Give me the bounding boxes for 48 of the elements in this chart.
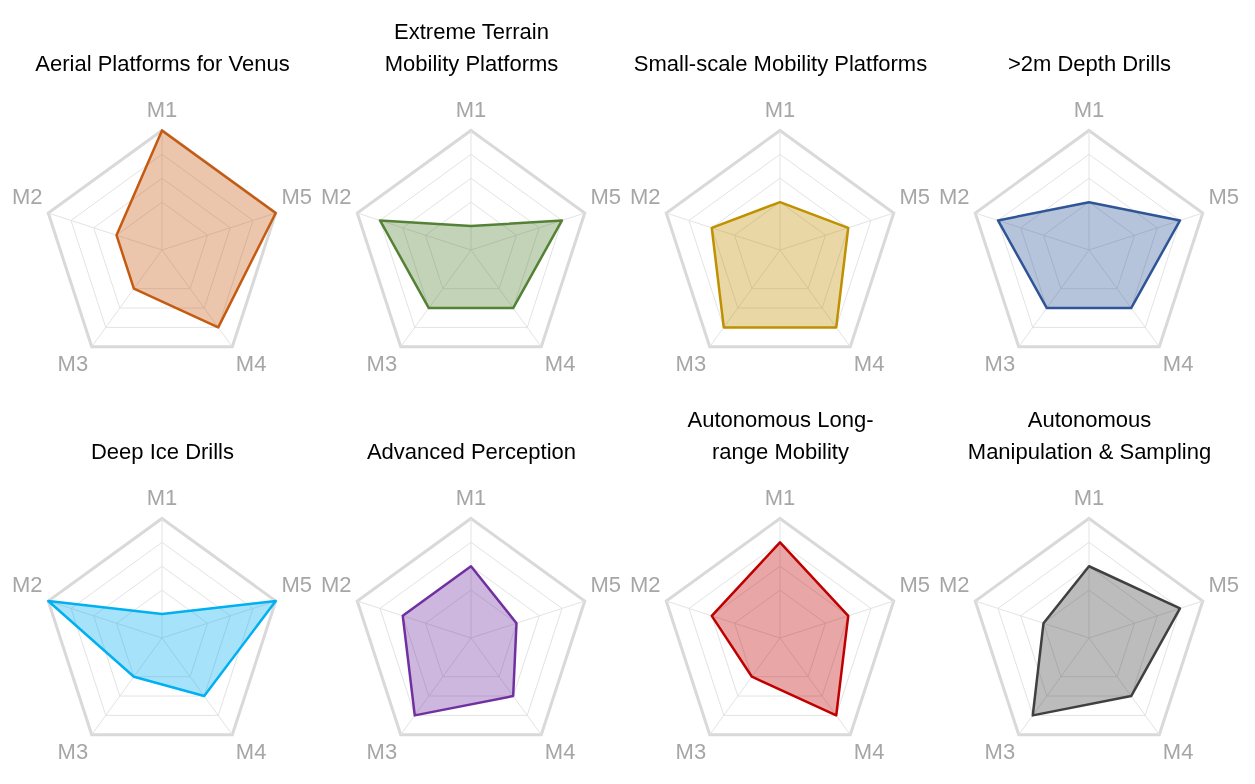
spoke-label: M4	[1162, 738, 1194, 764]
chart-title: Aerial Platforms for Venus	[34, 50, 291, 78]
spoke-label: M3	[57, 350, 89, 376]
spoke-label: M1	[146, 485, 178, 511]
spoke-label: M4	[235, 350, 267, 376]
spoke-label: M2	[12, 572, 43, 598]
spoke-label: M1	[764, 97, 796, 123]
spoke-label: M4	[544, 350, 576, 376]
spoke-label: M3	[675, 738, 707, 764]
spoke-label: M4	[1162, 350, 1194, 376]
chart-title: Advanced Perception	[365, 438, 578, 466]
spoke-label: M4	[853, 738, 885, 764]
spoke-label: M5	[590, 572, 621, 598]
spoke-label: M3	[366, 350, 398, 376]
spoke-label: M1	[455, 97, 487, 123]
chart-title: Autonomous Manipulation & Sampling	[966, 406, 1213, 466]
spoke-label: M1	[1073, 485, 1105, 511]
spoke-label: M1	[764, 485, 796, 511]
chart-title: >2m Depth Drills	[1006, 50, 1173, 78]
spoke-label: M2	[939, 184, 970, 210]
spoke-label: M2	[12, 184, 43, 210]
chart-title: Small-scale Mobility Platforms	[632, 50, 929, 78]
spoke-label: M5	[590, 184, 621, 210]
spoke-label: M2	[630, 184, 661, 210]
chart-title: Autonomous Long-range Mobility	[686, 406, 875, 466]
spoke-label: M4	[853, 350, 885, 376]
spoke-label: M5	[899, 184, 930, 210]
spoke-label: M3	[984, 350, 1016, 376]
spoke-label: M3	[57, 738, 89, 764]
spoke-label: M5	[281, 572, 312, 598]
spoke-label: M5	[281, 184, 312, 210]
spoke-label: M1	[1073, 97, 1105, 123]
spoke-label: M2	[630, 572, 661, 598]
spoke-label: M5	[1208, 572, 1239, 598]
spoke-label: M3	[366, 738, 398, 764]
spoke-label: M2	[321, 572, 352, 598]
chart-title: Deep Ice Drills	[89, 438, 235, 466]
spoke-label: M4	[544, 738, 576, 764]
chart-title: Extreme Terrain Mobility Platforms	[383, 18, 560, 78]
spoke-label: M2	[321, 184, 352, 210]
spoke-label: M2	[939, 572, 970, 598]
spoke-label: M1	[146, 97, 178, 123]
spoke-label: M1	[455, 485, 487, 511]
spoke-label: M5	[899, 572, 930, 598]
spoke-label: M4	[235, 738, 267, 764]
spoke-label: M5	[1208, 184, 1239, 210]
spoke-label: M3	[675, 350, 707, 376]
spoke-label: M3	[984, 738, 1016, 764]
